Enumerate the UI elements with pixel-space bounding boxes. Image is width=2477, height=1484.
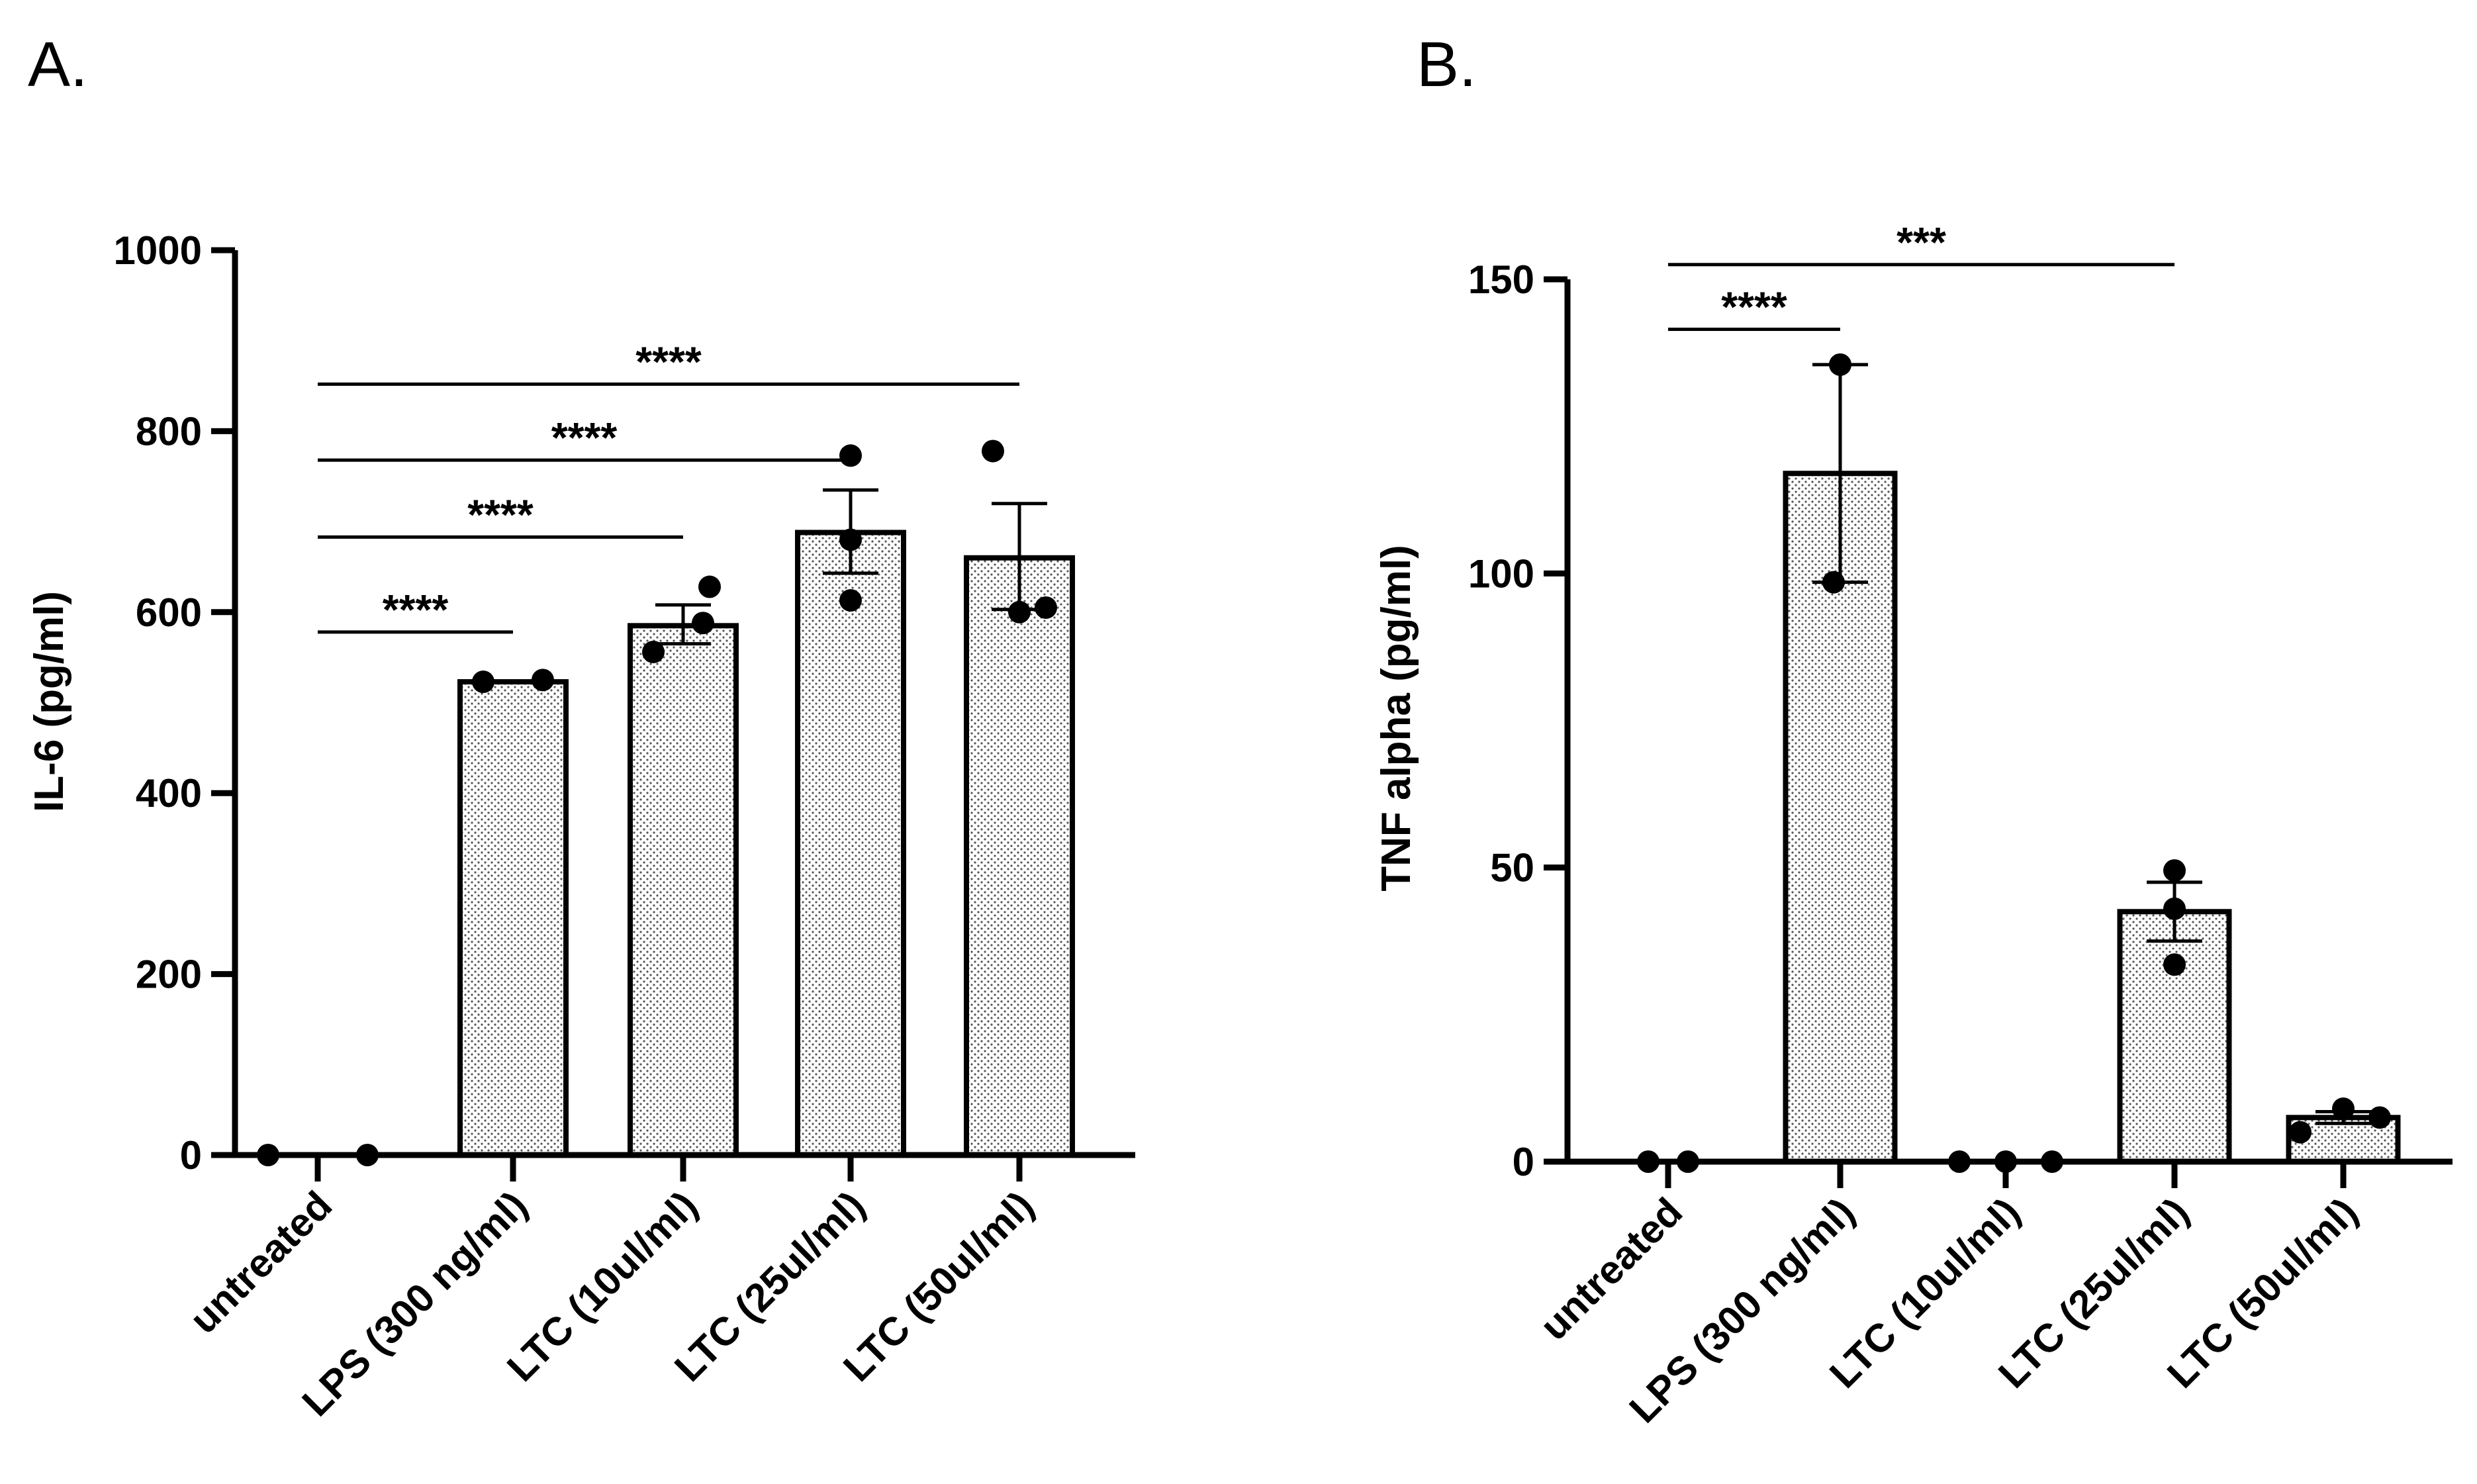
chart1-category-label-0: untreated xyxy=(1532,1189,1691,1349)
chart1-point-3-1 xyxy=(2163,897,2186,920)
chart1-ytick-label-1: 50 xyxy=(1490,846,1534,890)
chart0-bar-4 xyxy=(964,555,1075,1158)
chart0-ytick-label-1: 200 xyxy=(136,952,202,997)
chart0-sig-label-0: **** xyxy=(383,586,449,633)
chart0-sig-label-2: **** xyxy=(551,414,618,461)
chart1-point-4-1 xyxy=(2332,1097,2355,1121)
chart0-point-2-0 xyxy=(642,640,665,663)
chart0-ytick-label-4: 800 xyxy=(136,409,202,453)
chart0-sig-label-1: **** xyxy=(467,490,534,538)
chart1-sig-label-0: **** xyxy=(1721,283,1787,331)
chart0-sig-label-3: **** xyxy=(635,338,702,385)
chart1-ytick-label-3: 150 xyxy=(1468,257,1534,302)
chart0-category-label-0: untreated xyxy=(181,1183,341,1342)
panel-b-letter: B. xyxy=(1417,29,1477,100)
chart1-point-1-0 xyxy=(1829,353,1851,376)
chart1-point-4-0 xyxy=(2289,1121,2312,1144)
chart0-bar-1 xyxy=(457,679,569,1158)
chart0-point-1-0 xyxy=(472,671,494,694)
chart1-point-1-1 xyxy=(1822,571,1845,594)
chart0-point-2-1 xyxy=(698,575,721,598)
chart0-bar-2 xyxy=(628,623,739,1158)
chart0-ytick-label-2: 400 xyxy=(136,771,202,815)
chart0-ytick-label-3: 600 xyxy=(136,590,202,635)
chart1-point-3-0 xyxy=(2163,859,2186,882)
chart1-point-4-2 xyxy=(2368,1106,2391,1129)
chart0-ytick-label-5: 1000 xyxy=(114,228,202,273)
chart0-point-4-2 xyxy=(1035,596,1057,619)
chart0-point-3-0 xyxy=(839,444,862,467)
chart1-y-axis-title: TNF alpha (pg/ml) xyxy=(1374,545,1419,892)
chart1-bar-3 xyxy=(2117,909,2232,1164)
chart0-point-2-2 xyxy=(692,612,714,635)
chart0-point-4-0 xyxy=(982,440,1004,463)
panel-a-letter: A. xyxy=(28,29,88,100)
chart1-sig-label-1: *** xyxy=(1896,218,1946,266)
chart0-y-axis-title: IL-6 (pg/ml) xyxy=(26,591,72,812)
chart1-ytick-label-2: 100 xyxy=(1468,551,1534,596)
chart1-point-3-2 xyxy=(2163,953,2186,976)
chart0-ytick-label-0: 0 xyxy=(180,1133,202,1178)
chart0-bar-3 xyxy=(795,530,906,1158)
chart0-point-3-1 xyxy=(839,528,862,551)
chart0-point-1-1 xyxy=(532,669,554,692)
chart1-ytick-label-0: 0 xyxy=(1513,1140,1534,1184)
chart0-point-4-1 xyxy=(1008,600,1031,624)
chart0-point-3-2 xyxy=(839,589,862,612)
